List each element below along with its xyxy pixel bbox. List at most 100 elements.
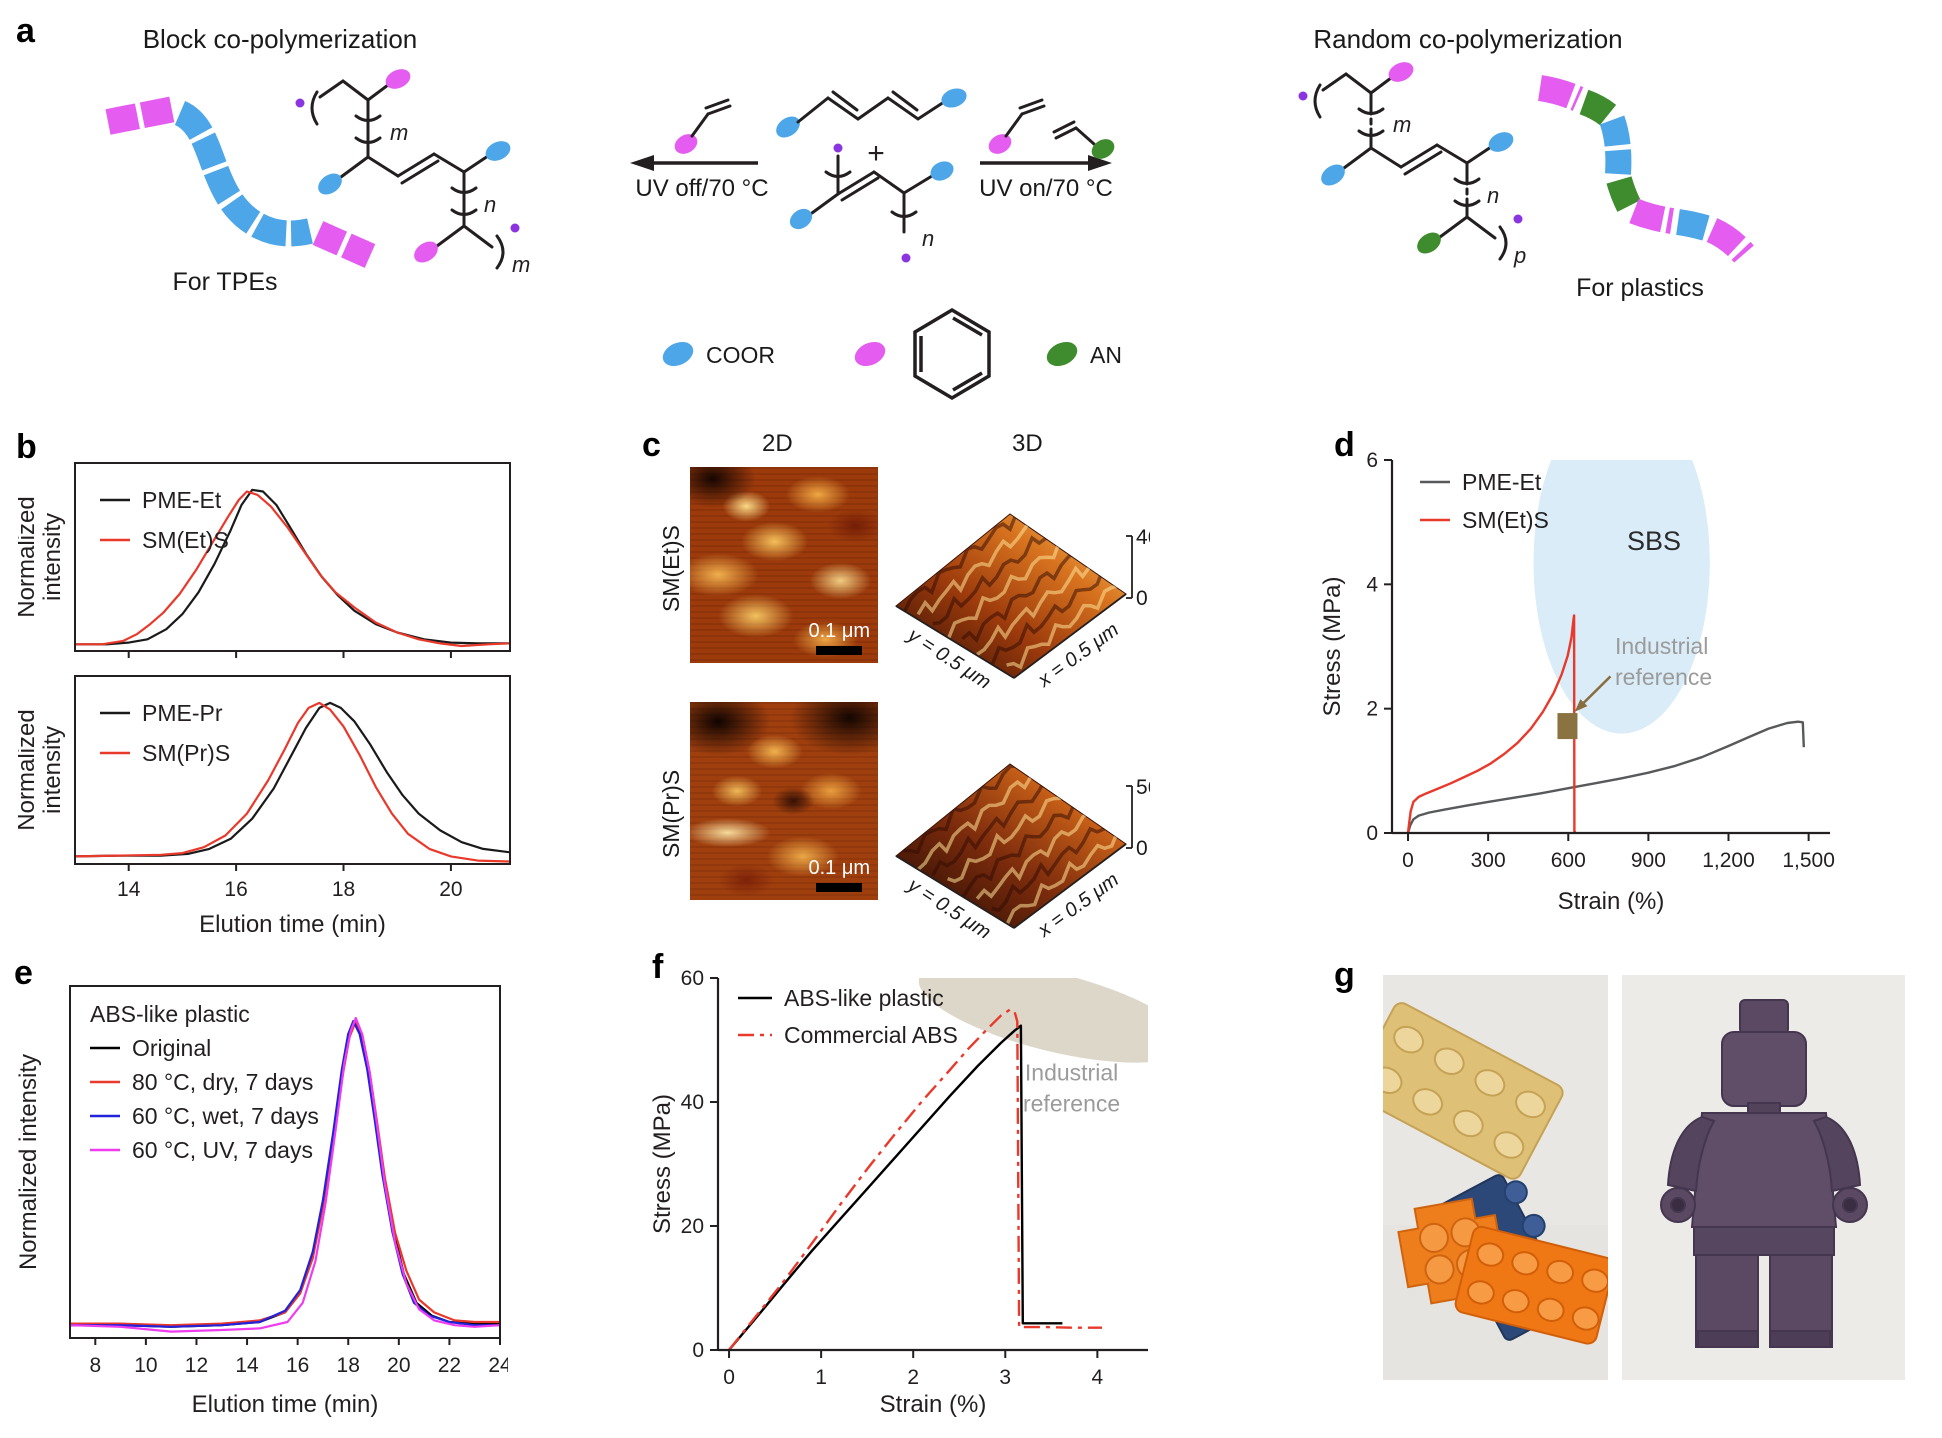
afm-3d-column-title: 3D	[1012, 430, 1043, 457]
y-axis-label: Stress (MPa)	[649, 1094, 676, 1234]
annotation-text: Industrial	[1025, 1059, 1118, 1085]
annotation-arrowhead-icon	[1574, 699, 1588, 712]
annotation-arrow-shaft	[1580, 675, 1612, 707]
afm-3d-surface-smprs: 56° 0 y = 0.5 μm x = 0.5 μm	[895, 763, 1150, 944]
x-tick-label: 10	[134, 1354, 157, 1377]
x-axis-label: Elution time (min)	[199, 911, 386, 938]
y-tick-label: 20	[681, 1215, 704, 1238]
photo-printed-minifigure	[1622, 975, 1905, 1380]
monomer-legend: COOR AN	[662, 307, 1122, 401]
legend-label: PME-Pr	[142, 700, 223, 726]
panel-label-f: f	[652, 948, 664, 986]
y-tick-label: 6	[1366, 449, 1378, 472]
uv-off-arrow	[630, 98, 758, 171]
x-tick-label: 16	[286, 1354, 309, 1377]
series-60 °C, wet, 7 days	[70, 1020, 500, 1328]
styrene-drop	[1388, 62, 1414, 82]
panel-label-a: a	[16, 12, 35, 50]
plus-sign: +	[867, 137, 885, 170]
x-tick-label: 300	[1471, 849, 1506, 872]
orange-brick	[1454, 1225, 1608, 1345]
styrene-drop	[385, 69, 411, 89]
legend-label: Commercial ABS	[784, 1022, 958, 1048]
y-axis-label: intensity	[39, 726, 66, 814]
scale-bar-rule	[816, 646, 863, 655]
x-tick-label: 900	[1631, 849, 1666, 872]
subscript-n: n	[1487, 183, 1499, 208]
y-axis-label: Normalized	[18, 709, 40, 830]
x-tick-label: 22	[438, 1354, 461, 1377]
terrain-ridge	[946, 796, 1061, 884]
legend-label: SM(Et)S	[1462, 507, 1549, 533]
chart-gpc-et: Normalized intensity PME-Et SM(Et)S	[18, 462, 511, 658]
legend-label: 60 °C, UV, 7 days	[132, 1137, 313, 1163]
scale-bar-label: 0.1 μm	[808, 620, 870, 642]
ester-drop	[941, 88, 967, 108]
subscript-m: m	[512, 252, 530, 277]
afm-3d-surface-smets: 46° 0 y = 0.5 μm x = 0.5 μm	[895, 513, 1150, 694]
panel-label-d: d	[1334, 426, 1355, 464]
y-tick-label: 40	[681, 1091, 704, 1114]
block-copolymer-chain	[105, 96, 376, 268]
terrain-ridge	[901, 514, 1019, 615]
block-structure	[295, 69, 520, 270]
scale-bar: 0.1 μm	[808, 620, 870, 655]
x-axis-label: Elution time (min)	[192, 1391, 379, 1418]
radical-dot	[1513, 214, 1523, 224]
legend-label: PME-Et	[1462, 469, 1542, 495]
terrain-ridge	[932, 535, 1048, 626]
radical-dot	[510, 223, 520, 233]
series-80 °C, dry, 7 days	[70, 1020, 500, 1327]
x-tick-label: 18	[332, 878, 355, 901]
panel-label-c: c	[642, 426, 661, 464]
ester-drop	[1321, 164, 1345, 186]
series-PME-Et	[75, 488, 510, 646]
terrain-ridge	[916, 517, 1034, 616]
series-layer	[75, 701, 510, 863]
terrain-ridge	[945, 537, 1063, 642]
legend-label: SM(Et)S	[142, 527, 229, 553]
legend-label: Original	[132, 1035, 211, 1061]
legend-title: ABS-like plastic	[90, 1001, 250, 1027]
arrow-right-icon	[1088, 155, 1112, 171]
random-structure	[1298, 62, 1523, 261]
photo-printed-bricks	[1383, 975, 1608, 1380]
x-tick-label: 0	[723, 1366, 735, 1389]
annotation-text: reference	[1615, 664, 1712, 690]
panel-a-scheme: Block co-polymerization Random co-polyme…	[105, 24, 1754, 401]
benzene-ring-icon	[913, 307, 991, 401]
z-axis-max: 46°	[1136, 526, 1150, 549]
series-Commercial ABS	[728, 1008, 1102, 1350]
uv-on-label: UV on/70 °C	[979, 175, 1113, 202]
annotation-marker	[1557, 713, 1578, 740]
afm-3d-axes	[895, 785, 1133, 929]
block-copolymerization-title: Block co-polymerization	[143, 24, 418, 54]
x-tick-label: 8	[89, 1354, 101, 1377]
y-axis-label: Normalized	[18, 496, 40, 617]
ester-drop	[776, 116, 800, 138]
styrene-drop	[674, 134, 698, 154]
an-label: AN	[1090, 342, 1122, 368]
subscript-m: m	[1393, 112, 1411, 137]
ester-drop	[1488, 132, 1514, 152]
chart-stress-strain-tpe: 0 300 600 900 1,200 1,500 0 2 4 6 Strain (%) Stress…	[1319, 449, 1835, 915]
z-axis-min: 0	[1136, 587, 1148, 610]
terrain-ridge	[960, 800, 1077, 900]
annotation-text: reference	[1023, 1090, 1120, 1116]
terrain-ridge	[990, 565, 1106, 667]
for-tpes-caption: For TPEs	[172, 268, 277, 296]
series-layer	[1406, 614, 1805, 833]
terrain-texture	[901, 514, 1120, 670]
purple-minifigure	[1660, 999, 1868, 1348]
panel-label-g: g	[1334, 956, 1355, 994]
x-tick-label: 3	[999, 1366, 1011, 1389]
y-tick-label: 60	[681, 967, 704, 990]
tan-brick	[1383, 1002, 1564, 1180]
subscript-m: m	[390, 120, 408, 145]
terrain-ridge	[991, 826, 1105, 913]
x-tick-label: 1,200	[1702, 849, 1755, 872]
x-tick-label: 14	[235, 1354, 259, 1377]
x-tick-label: 2	[907, 1366, 919, 1389]
y-tick-label: 0	[692, 1339, 704, 1362]
